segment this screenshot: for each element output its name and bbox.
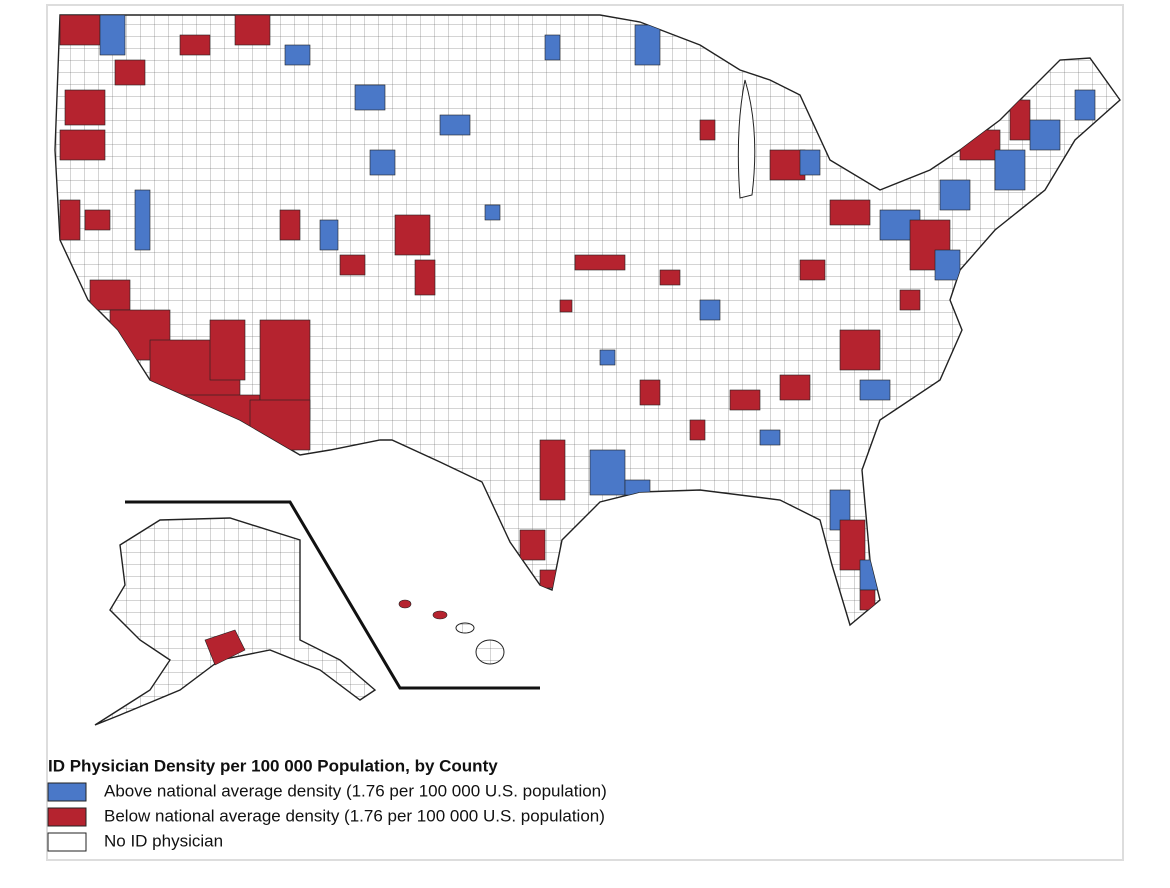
county-patch (699, 119, 716, 141)
county-patch (99, 15, 126, 56)
county-patch (994, 149, 1026, 191)
county-patch (634, 24, 661, 66)
county-patch (64, 89, 106, 126)
county-patch (89, 279, 131, 311)
county-patch (639, 379, 661, 406)
county-patch (339, 254, 366, 276)
legend-label: Above national average density (1.76 per… (104, 781, 607, 800)
county-patch (559, 299, 573, 313)
county-patch (544, 34, 561, 61)
county-patch (839, 329, 881, 371)
county-patch (114, 59, 146, 86)
county-patch (939, 179, 971, 211)
county-patch (934, 249, 961, 281)
county-patch (179, 34, 211, 56)
county-patch (574, 254, 626, 271)
county-patch (59, 129, 106, 161)
county-patch (354, 84, 386, 111)
county-patch (59, 199, 81, 241)
legend-swatch (47, 782, 87, 802)
county-patch (234, 15, 271, 46)
county-patch (899, 289, 921, 311)
lake-michigan (737, 79, 756, 199)
us-map (54, 14, 1121, 627)
county-patch (699, 299, 721, 321)
county-patch (689, 419, 706, 441)
legend-label: Below national average density (1.76 per… (104, 806, 605, 825)
legend-title: ID Physician Density per 100 000 Populat… (48, 756, 498, 775)
county-patch (59, 15, 101, 46)
county-patch (589, 449, 626, 496)
county-patch (779, 374, 811, 401)
county-patch (799, 259, 826, 281)
county-patch (769, 149, 806, 181)
alaska-inset (94, 500, 540, 726)
county-patch (439, 114, 471, 136)
county-patch (84, 209, 111, 231)
hawaii (398, 599, 505, 665)
county-patch (519, 529, 546, 561)
county-patch (539, 439, 566, 501)
county-patch (599, 349, 616, 366)
county-patch (1029, 119, 1061, 151)
county-patch (859, 379, 891, 401)
county-patch (759, 429, 781, 446)
legend: ID Physician Density per 100 000 Populat… (47, 756, 607, 852)
county-patch (1074, 89, 1096, 121)
legend-label: No ID physician (104, 831, 223, 850)
county-patch (729, 389, 761, 411)
county-patch (859, 589, 876, 611)
legend-swatch (47, 832, 87, 852)
county-patch (279, 209, 301, 241)
county-patch (414, 259, 436, 296)
county-patch (134, 189, 151, 251)
county-patch (319, 219, 339, 251)
county-patch (284, 44, 311, 66)
county-patch (659, 269, 681, 286)
county-patch (369, 149, 396, 176)
legend-swatch (47, 807, 87, 827)
county-patch (484, 204, 501, 221)
county-patch (209, 319, 246, 381)
county-patch (394, 214, 431, 256)
county-patch (799, 149, 821, 176)
county-patch (829, 199, 871, 226)
